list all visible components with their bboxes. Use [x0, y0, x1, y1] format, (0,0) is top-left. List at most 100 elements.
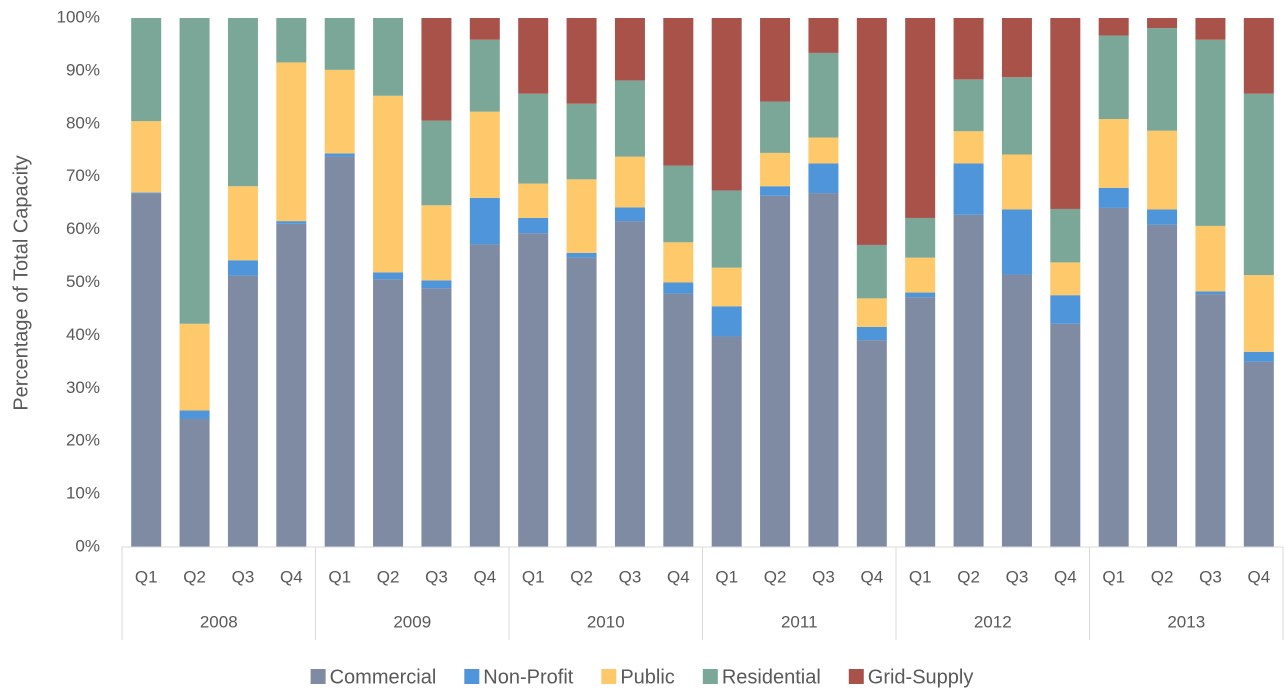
bar-segment	[711, 190, 742, 268]
bar-segment	[856, 340, 887, 547]
y-tick-label: 60%	[66, 219, 100, 238]
bar-segment	[663, 242, 694, 283]
bar-segment	[808, 137, 839, 164]
bar-segment	[1001, 209, 1032, 275]
bar-segment	[663, 293, 694, 547]
bar-segment	[131, 18, 162, 122]
bar-segment	[1147, 224, 1178, 548]
bar-segment	[614, 207, 645, 222]
bar-segment	[421, 288, 452, 547]
group-label: 2012	[974, 612, 1012, 631]
bar-segment	[1050, 208, 1081, 263]
bar-segment	[421, 280, 452, 289]
bar-segment	[856, 18, 887, 245]
bar-segment	[905, 297, 936, 547]
x-tick-label: Q1	[1102, 567, 1125, 586]
bar-segment	[566, 179, 597, 253]
y-tick-label: 10%	[66, 484, 100, 503]
bar-segment	[1001, 18, 1032, 78]
x-tick-label: Q2	[377, 567, 400, 586]
bar-segment	[856, 298, 887, 327]
bar-segment	[711, 267, 742, 307]
x-tick-label: Q2	[957, 567, 980, 586]
bar-segment	[1243, 275, 1274, 352]
x-tick-label: Q2	[1151, 567, 1174, 586]
group-label: 2013	[1167, 612, 1205, 631]
x-tick-label: Q3	[812, 567, 835, 586]
bar-segment	[469, 197, 500, 245]
bar-segment	[1001, 154, 1032, 210]
bar-segment	[614, 18, 645, 81]
x-tick-label: Q4	[667, 567, 690, 586]
bar-segment	[1195, 294, 1226, 547]
x-tick-label: Q1	[522, 567, 545, 586]
y-tick-label: 50%	[66, 272, 100, 291]
bar-segment	[1243, 361, 1274, 547]
legend: Commercial Non-Profit Public Residential Gri…	[310, 666, 974, 688]
bar-segment	[566, 103, 597, 180]
y-tick-label: 40%	[66, 325, 100, 344]
x-tick-label: Q2	[183, 567, 206, 586]
legend-label: Commercial	[330, 666, 437, 688]
x-tick-label: Q2	[570, 567, 593, 586]
x-tick-label: Q3	[232, 567, 255, 586]
bar-segment	[1098, 119, 1129, 188]
bar-segment	[179, 418, 210, 547]
x-tick-label: Q3	[425, 567, 448, 586]
bar-segment	[760, 152, 791, 187]
x-tick-label: Q4	[1247, 567, 1270, 586]
bar-segment	[856, 326, 887, 341]
bar-segment	[808, 163, 839, 194]
legend-swatch	[464, 669, 480, 684]
bar-segment	[1243, 93, 1274, 276]
bar-segment	[421, 120, 452, 206]
bar-segment	[760, 101, 791, 153]
bar-segment	[518, 183, 549, 218]
bar-segment	[1001, 274, 1032, 547]
x-tick-label: Q3	[1199, 567, 1222, 586]
bar-segment	[469, 244, 500, 548]
bar-segment	[1098, 18, 1129, 36]
x-tick-label: Q1	[715, 567, 738, 586]
bar-segment	[276, 221, 307, 224]
bar-segment	[469, 111, 500, 198]
bar-segment	[711, 336, 742, 547]
legend-label: Residential	[722, 666, 821, 688]
bar-segment	[227, 18, 258, 187]
group-label: 2009	[393, 612, 431, 631]
y-tick-label: 90%	[66, 60, 100, 79]
bar-segment	[663, 18, 694, 166]
bar-segment	[227, 260, 258, 276]
bar-segment	[421, 205, 452, 281]
x-tick-label: Q1	[909, 567, 932, 586]
bar-segment	[1098, 207, 1129, 547]
bar-segment	[518, 217, 549, 234]
bar-segment	[518, 233, 549, 548]
bar-segment	[614, 80, 645, 157]
y-tick-label: 0%	[75, 536, 100, 555]
bar-segment	[1195, 225, 1226, 292]
bar-segment	[953, 131, 984, 164]
bar-segment	[131, 192, 162, 194]
bar-segment	[227, 275, 258, 547]
legend-swatch	[702, 669, 718, 684]
bar-segment	[518, 93, 549, 184]
bar-segment	[1243, 351, 1274, 362]
bar-segment	[131, 121, 162, 193]
group-label: 2011	[781, 612, 818, 631]
bar-segment	[227, 186, 258, 261]
bar-segment	[1147, 28, 1178, 131]
x-tick-label: Q2	[764, 567, 787, 586]
bar-segment	[421, 18, 452, 121]
legend-label: Non-Profit	[483, 666, 573, 688]
bar-segment	[760, 186, 791, 196]
bar-segment	[808, 193, 839, 547]
bar-segment	[1050, 262, 1081, 296]
legend-label: Grid-Supply	[868, 666, 974, 688]
bar-segment	[905, 18, 936, 218]
bar-segment	[760, 18, 791, 102]
bar-segment	[808, 18, 839, 53]
legend-swatch	[310, 669, 326, 684]
x-tick-label: Q1	[328, 567, 351, 586]
y-axis-label: Percentage of Total Capacity	[10, 155, 32, 410]
